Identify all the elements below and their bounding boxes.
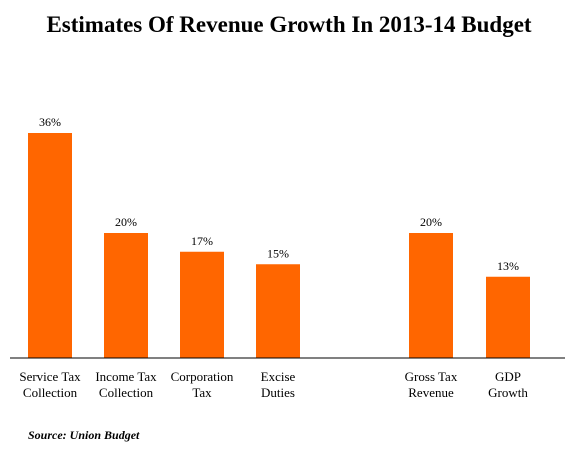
- category-label-line: Collection: [23, 385, 78, 400]
- bar-income-tax-collection: [104, 233, 148, 358]
- category-label-line: Duties: [261, 385, 295, 400]
- category-label-line: Growth: [488, 385, 528, 400]
- category-label-line: GDP: [495, 369, 521, 384]
- source-note: Source: Union Budget: [28, 428, 140, 442]
- data-label-service-tax-collection: 36%: [39, 115, 61, 129]
- data-label-income-tax-collection: 20%: [115, 215, 137, 229]
- data-label-gross-tax-revenue: 20%: [420, 215, 442, 229]
- category-label-line: Collection: [99, 385, 154, 400]
- bar-gross-tax-revenue: [409, 233, 453, 358]
- category-label-excise-duties: Excise Duties: [261, 369, 296, 400]
- bar-service-tax-collection: [28, 133, 72, 358]
- data-label-corporation-tax: 17%: [191, 234, 213, 248]
- category-label-line: Excise: [261, 369, 296, 384]
- category-label-income-tax-collection: Income Tax Collection: [95, 369, 157, 400]
- category-label-service-tax-collection: Service Tax Collection: [19, 369, 81, 400]
- data-label-excise-duties: 15%: [267, 246, 289, 260]
- category-label-line: Corporation: [171, 369, 234, 384]
- category-label-corporation-tax: Corporation Tax: [171, 369, 234, 400]
- category-label-line: Service Tax: [19, 369, 81, 384]
- chart-title: Estimates Of Revenue Growth In 2013-14 B…: [46, 12, 531, 37]
- bar-corporation-tax: [180, 251, 224, 358]
- category-label-gdp-growth: GDP Growth: [488, 369, 528, 400]
- category-label-line: Tax: [192, 385, 212, 400]
- data-label-gdp-growth: 13%: [497, 259, 519, 273]
- category-label-line: Revenue: [408, 385, 454, 400]
- category-label-line: Income Tax: [95, 369, 157, 384]
- category-label-gross-tax-revenue: Gross Tax Revenue: [405, 369, 458, 400]
- category-label-line: Gross Tax: [405, 369, 458, 384]
- bar-excise-duties: [256, 264, 300, 358]
- bar-gdp-growth: [486, 276, 530, 358]
